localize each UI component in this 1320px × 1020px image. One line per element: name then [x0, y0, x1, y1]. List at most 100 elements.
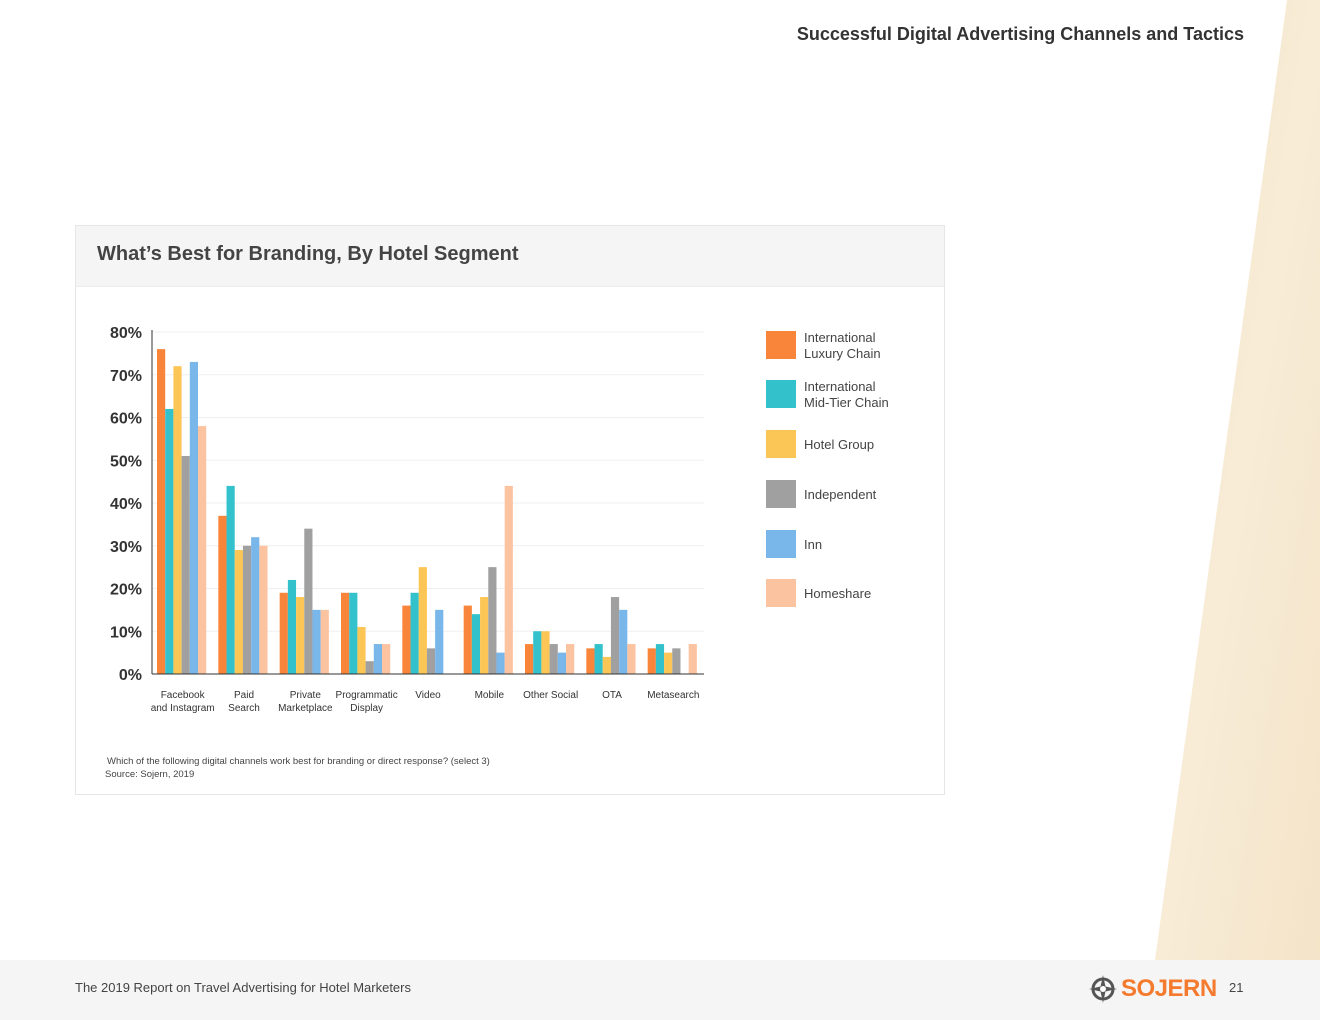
bar — [242, 545, 252, 674]
x-category-label: Mobile — [475, 690, 505, 701]
y-tick-label: 60% — [110, 411, 142, 428]
x-category-label: Facebook — [161, 690, 206, 701]
legend-item: Independent — [766, 480, 946, 510]
bar — [426, 648, 436, 674]
bar — [610, 597, 620, 674]
legend-label: Homeshare — [804, 586, 872, 601]
page-footer: The 2019 Report on Travel Advertising fo… — [0, 960, 1320, 1020]
bar — [566, 644, 575, 674]
bar — [496, 652, 505, 674]
bar — [234, 550, 243, 674]
legend-label: International Mid-Tier Chain — [804, 379, 889, 410]
bar — [304, 528, 313, 674]
page-number: 21 — [1229, 980, 1244, 995]
chart-card: What’s Best for Branding, By Hotel Segme… — [75, 225, 945, 795]
bar — [602, 656, 611, 674]
chart-footnote: Which of the following digital channels … — [105, 755, 490, 781]
bar — [557, 652, 566, 674]
x-category-label: Marketplace — [278, 703, 333, 714]
bar — [165, 408, 174, 674]
bar — [480, 597, 489, 674]
y-tick-label: 70% — [110, 368, 142, 385]
bar — [655, 644, 665, 674]
bar — [218, 515, 227, 674]
bar — [402, 605, 411, 674]
bar — [418, 567, 427, 674]
bar — [382, 644, 391, 674]
legend-item: International Luxury Chain — [766, 330, 946, 361]
survey-question: Which of the following digital channels … — [107, 756, 490, 767]
legend-label: Inn — [804, 537, 823, 552]
x-category-label: Search — [228, 703, 260, 714]
bar — [181, 455, 190, 674]
x-category-label: and Instagram — [151, 703, 215, 714]
bar — [373, 644, 382, 674]
y-tick-label: 10% — [110, 624, 142, 641]
bar — [287, 579, 297, 674]
bar — [586, 648, 595, 674]
bar — [672, 648, 681, 674]
legend-label: Independent — [804, 487, 877, 502]
bar — [533, 631, 542, 674]
bar — [627, 644, 636, 674]
legend-swatch — [766, 480, 796, 508]
legend-label: Hotel Group — [804, 437, 875, 452]
x-category-label: Programmatic — [336, 690, 398, 701]
legend-item: Hotel Group — [766, 430, 946, 460]
legend-item: Inn — [766, 530, 946, 560]
bar — [259, 545, 268, 674]
bar — [435, 609, 444, 674]
bar — [251, 537, 260, 674]
bar-chart: 0% 10% 20% 30% 40% 50% 60% 70% 80% Facebook and In… — [110, 325, 704, 714]
y-tick-label: 30% — [110, 539, 142, 556]
bar — [296, 597, 305, 674]
bar — [504, 485, 513, 674]
legend-item: International Mid-Tier Chain — [766, 379, 946, 410]
report-title: The 2019 Report on Travel Advertising fo… — [75, 980, 411, 995]
x-category-label: Other Social — [523, 690, 578, 701]
legend-swatch — [766, 530, 796, 558]
bar — [541, 631, 550, 674]
bar — [198, 426, 207, 674]
sojern-logo[interactable]: SOJERN — [1088, 973, 1218, 1005]
x-category-label: Private — [290, 690, 322, 701]
y-tick-label: 80% — [110, 325, 142, 342]
bar — [410, 592, 419, 674]
bar — [320, 609, 329, 674]
x-category-label: Paid — [234, 690, 254, 701]
bar — [173, 366, 182, 674]
legend-swatch — [766, 380, 796, 408]
bar — [525, 644, 534, 674]
bar — [549, 644, 558, 674]
legend-item: Homeshare — [766, 579, 946, 609]
bar — [688, 644, 697, 674]
bar — [619, 609, 628, 674]
y-tick-label: 0% — [119, 667, 142, 684]
bar — [157, 349, 166, 674]
bar — [647, 648, 656, 674]
bar — [279, 592, 288, 674]
y-tick-label: 20% — [110, 582, 142, 599]
bar — [463, 605, 472, 674]
legend-swatch — [766, 331, 796, 359]
section-title: Successful Digital Advertising Channels … — [796, 24, 1244, 44]
bar — [594, 644, 603, 674]
bar — [226, 485, 235, 674]
x-category-label: Video — [415, 690, 441, 701]
bar — [664, 652, 673, 674]
x-category-label: OTA — [602, 690, 622, 701]
bar — [189, 361, 198, 674]
compass-icon — [1089, 975, 1117, 1003]
bar — [488, 567, 497, 674]
legend-swatch — [766, 430, 796, 458]
bar — [341, 592, 350, 674]
bar — [357, 626, 366, 674]
bar — [365, 661, 374, 674]
legend-swatch — [766, 579, 796, 607]
bar — [349, 592, 358, 674]
x-category-label: Metasearch — [647, 690, 699, 701]
y-tick-label: 50% — [110, 453, 142, 470]
bar — [471, 614, 481, 674]
y-tick-label: 40% — [110, 496, 142, 513]
chart-title: What’s Best for Branding, By Hotel Segme… — [97, 243, 519, 265]
